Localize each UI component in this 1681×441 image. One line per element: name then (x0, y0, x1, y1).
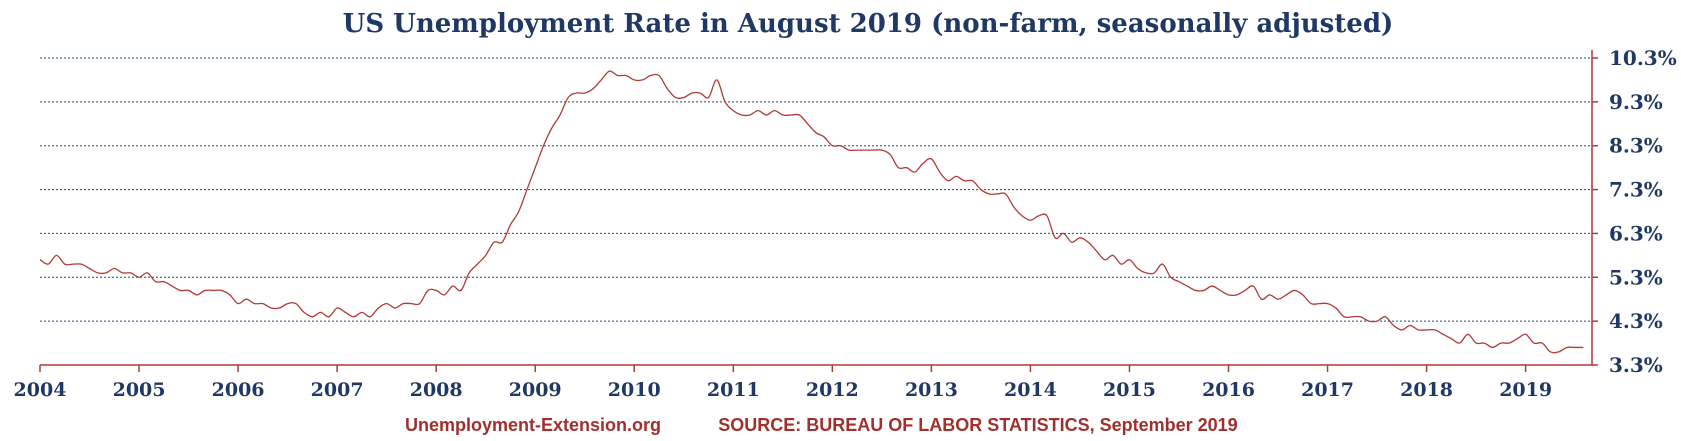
axes (39, 50, 1598, 372)
x-tick-label: 2014 (1004, 379, 1057, 401)
gridlines (40, 57, 1592, 322)
x-tick-label: 2019 (1499, 379, 1552, 401)
x-tick-label: 2011 (707, 379, 760, 401)
x-tick-label: 2016 (1202, 379, 1255, 401)
x-tick-label: 2005 (113, 379, 166, 401)
x-tick-label: 2013 (905, 379, 958, 401)
y-tick-label: 3.3% (1609, 353, 1663, 377)
x-tick-label: 2012 (806, 379, 859, 401)
footer-source: SOURCE: BUREAU OF LABOR STATISTICS, Sept… (718, 415, 1237, 435)
y-tick-label: 8.3% (1609, 134, 1663, 158)
series-layer (39, 70, 1584, 354)
y-tick-label: 7.3% (1609, 178, 1663, 202)
series-line-0 (39, 70, 1584, 354)
x-tick-labels: 2004 2005 2006 2007 2008 2009 2010 2011 2012 2013… (14, 379, 1553, 401)
x-tick-label: 2015 (1103, 379, 1156, 401)
y-tick-labels: 3.3% 4.3% 5.3% 6.3% 7.3% 8.3% 9.3% 10.3% (1609, 46, 1677, 377)
x-tick-label: 2009 (509, 379, 562, 401)
x-tick-label: 2004 (14, 379, 67, 401)
y-tick-label: 10.3% (1609, 46, 1677, 70)
x-tick-label: 2017 (1301, 379, 1354, 401)
y-tick-label: 5.3% (1609, 265, 1663, 289)
x-tick-label: 2008 (410, 379, 463, 401)
x-tick-label: 2018 (1400, 379, 1453, 401)
footer-site: Unemployment-Extension.org (405, 415, 661, 435)
y-tick-label: 4.3% (1609, 309, 1663, 333)
x-tick-label: 2007 (311, 379, 364, 401)
x-tick-label: 2006 (212, 379, 265, 401)
y-tick-label: 9.3% (1609, 90, 1663, 114)
y-tick-label: 6.3% (1609, 221, 1663, 245)
x-tick-label: 2010 (608, 379, 661, 401)
chart-title: US Unemployment Rate in August 2019 (non… (343, 9, 1394, 39)
